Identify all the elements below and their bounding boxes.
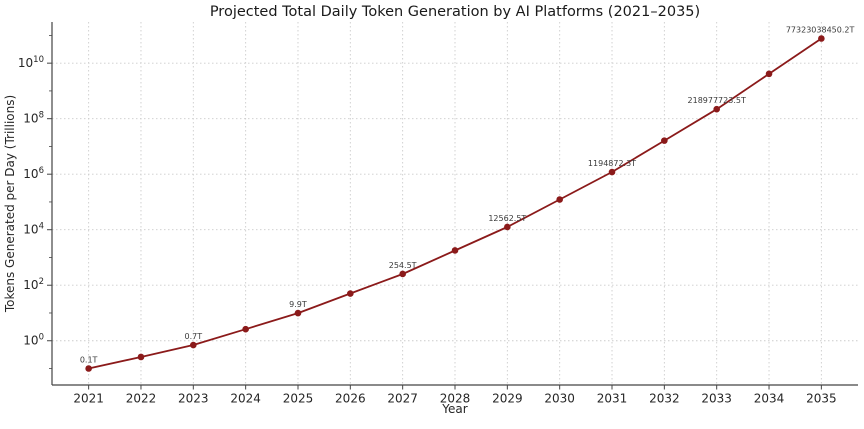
data-point [137,353,145,361]
data-point [556,196,563,203]
data-point [608,168,616,176]
data-point [504,223,511,231]
point-label: 218977723.5T [688,96,746,105]
y-tick-label: 100 [23,333,44,348]
point-label: 0.7T [185,332,203,341]
chart-title: Projected Total Daily Token Generation b… [210,4,700,20]
x-tick-label: 2035 [806,392,837,406]
x-tick-label: 2030 [544,392,575,406]
x-tick-label: 2024 [230,392,261,406]
series-layer: 0.1T 0.7T 9.9T 254.5T 12562.5T 1194872.3T 2189… [80,26,855,372]
data-point [294,309,302,317]
x-tick-label: 2034 [754,392,785,406]
x-tick-label: 2028 [440,392,471,406]
data-point [399,270,406,278]
point-label: 12562.5T [488,214,526,223]
axes-layer: 2021 2022 2023 2024 2025 2026 2027 2028 2029 2030… [18,22,858,406]
x-tick-label: 2031 [597,392,628,406]
x-axis-label: Year [441,402,467,416]
x-tick-label: 2022 [126,392,157,406]
x-tick-label: 2021 [73,392,104,406]
point-label: 1194872.3T [588,159,636,168]
data-point [765,70,773,78]
point-label: 77323038450.2T [786,26,855,35]
data-point [242,325,249,333]
y-tick-label: 104 [23,222,44,237]
data-point [190,341,197,349]
data-point [818,35,825,42]
x-tick-label: 2032 [649,392,680,406]
x-tick-label: 2027 [387,392,418,406]
x-tick-label: 2026 [335,392,366,406]
x-tick-label: 2023 [178,392,209,406]
grid-layer [52,22,858,385]
point-label: 9.9T [289,300,307,309]
x-tick-label: 2025 [283,392,314,406]
data-point [713,105,720,113]
data-point [347,290,354,297]
data-point [451,247,459,254]
y-tick-label: 102 [23,277,44,292]
data-point [661,137,668,144]
data-point [85,365,92,372]
point-label: 254.5T [389,261,417,270]
y-tick-label: 1010 [18,55,44,70]
y-tick-label: 106 [23,166,44,181]
x-tick-label: 2029 [492,392,523,406]
x-tick-label: 2033 [701,392,732,406]
y-tick-label: 108 [23,111,44,126]
point-label: 0.1T [80,356,98,365]
y-axis-label: Tokens Generated per Day (Trillions) [3,95,17,313]
